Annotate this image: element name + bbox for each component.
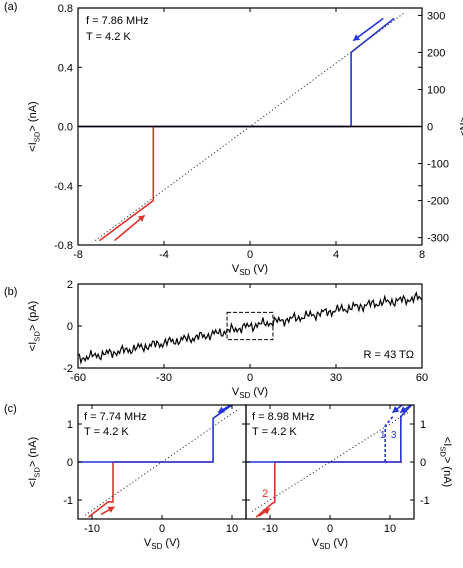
x-axis-label: VSD (V) bbox=[144, 537, 180, 551]
y-tick-label: -2 bbox=[63, 363, 73, 375]
x-tick-label: 0 bbox=[247, 249, 253, 261]
x-tick-label: -30 bbox=[156, 372, 172, 384]
series-line-dotted bbox=[94, 11, 406, 242]
series-line-red bbox=[255, 461, 402, 518]
arrowhead-red bbox=[107, 506, 115, 513]
y-tick-label: 0.4 bbox=[58, 62, 73, 74]
arrowhead-blue bbox=[400, 406, 408, 413]
arrowhead-red bbox=[137, 215, 145, 222]
annotation-temperature: T = 4.2 K bbox=[84, 426, 129, 438]
branch-label-1: 1 bbox=[380, 430, 386, 441]
x-axis-label: VSD (V) bbox=[312, 537, 348, 551]
x-tick-label: -4 bbox=[159, 249, 169, 261]
y-tick-label: -1 bbox=[63, 495, 73, 507]
annotation-temperature: T = 4.2 K bbox=[86, 31, 131, 43]
y-axis-label-right: <N> bbox=[457, 116, 463, 137]
y-tick-label: 0 bbox=[67, 321, 73, 333]
y2-tick-label: 100 bbox=[427, 84, 445, 96]
arrowhead-blue bbox=[392, 406, 400, 413]
arrowhead-blue bbox=[218, 406, 225, 413]
annotation-frequency: f = 7.86 MHz bbox=[86, 15, 149, 27]
series-line-blue bbox=[246, 405, 413, 463]
y2-tick-label: 0 bbox=[427, 122, 433, 134]
arrow-blue bbox=[352, 17, 384, 42]
x-axis-label: VSD (V) bbox=[232, 386, 268, 400]
annotation-temperature: T = 4.2 K bbox=[252, 426, 297, 438]
y-tick-label: 1 bbox=[420, 419, 426, 431]
annotation-resistance: R = 43 TΩ bbox=[363, 349, 414, 361]
panel-label-c: (c) bbox=[4, 403, 17, 415]
y2-tick-label: -300 bbox=[427, 233, 449, 245]
y2-tick-label: 300 bbox=[427, 10, 445, 22]
y-tick-label: 0 bbox=[420, 457, 426, 469]
x-tick-label: -8 bbox=[73, 249, 83, 261]
y-tick-label: 0.8 bbox=[58, 3, 73, 15]
y-axis-label: <ISD> (pA) bbox=[27, 301, 41, 351]
series-line-black bbox=[78, 291, 422, 365]
y-tick-label: -0.8 bbox=[54, 240, 73, 252]
branch-label-2: 2 bbox=[262, 488, 268, 500]
panel-label-b: (b) bbox=[4, 286, 17, 298]
y-axis-label-right: <ISD> (nA) bbox=[439, 437, 453, 487]
y-tick-label: -1 bbox=[420, 495, 430, 507]
y-axis-label: <ISD> (nA) bbox=[27, 101, 41, 151]
arrowhead-red bbox=[263, 508, 270, 515]
x-tick-label: 60 bbox=[416, 372, 428, 384]
zoom-box bbox=[226, 311, 274, 341]
x-tick-label: 10 bbox=[226, 523, 238, 535]
arrow-red bbox=[114, 214, 146, 242]
y2-tick-label: 200 bbox=[427, 47, 445, 59]
y-tick-label: -0.4 bbox=[54, 181, 73, 193]
x-tick-label: -60 bbox=[70, 372, 86, 384]
x-tick-label: 0 bbox=[159, 523, 165, 535]
series-line-dotted bbox=[84, 408, 240, 516]
y2-tick-label: -200 bbox=[427, 196, 449, 208]
x-tick-label: 0 bbox=[327, 523, 333, 535]
x-tick-label: 10 bbox=[384, 523, 396, 535]
y-tick-label: 0 bbox=[67, 457, 73, 469]
x-axis-label: VSD (V) bbox=[232, 263, 268, 277]
x-tick-label: 4 bbox=[333, 249, 339, 261]
y-axis-label: <ISD> (nA) bbox=[27, 437, 41, 487]
x-tick-label: 0 bbox=[247, 372, 253, 384]
x-tick-label: 8 bbox=[419, 249, 425, 261]
panel-label-a: (a) bbox=[4, 1, 17, 13]
series-line-blue bbox=[384, 415, 394, 462]
y-tick-label: 2 bbox=[67, 279, 73, 291]
annotation-frequency: f = 7.74 MHz bbox=[84, 411, 147, 423]
branch-label-3: 3 bbox=[391, 430, 397, 441]
annotation-frequency: f = 8.98 MHz bbox=[252, 411, 315, 423]
y-tick-label: 1 bbox=[67, 419, 73, 431]
series-line-red bbox=[99, 125, 401, 242]
x-tick-label: -10 bbox=[262, 523, 278, 535]
x-tick-label: -10 bbox=[84, 523, 100, 535]
series-line-blue bbox=[78, 405, 233, 463]
arrowhead-blue bbox=[353, 34, 361, 41]
y2-tick-label: -100 bbox=[427, 159, 449, 171]
y-tick-label: 0.0 bbox=[58, 122, 73, 134]
x-tick-label: 30 bbox=[330, 372, 342, 384]
